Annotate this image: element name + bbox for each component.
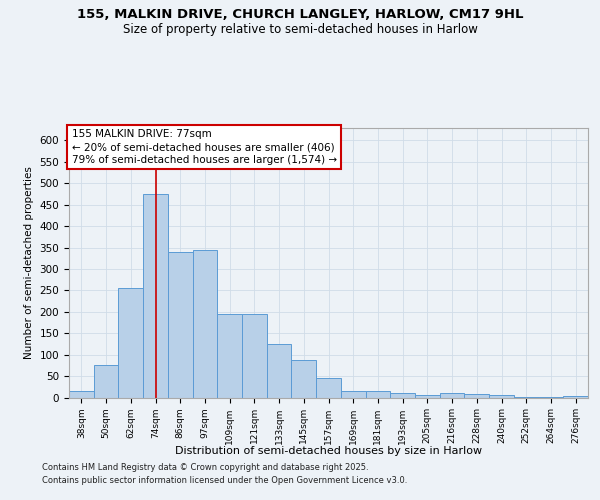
Text: Contains public sector information licensed under the Open Government Licence v3: Contains public sector information licen… bbox=[42, 476, 407, 485]
Bar bbox=[440, 393, 464, 398]
Bar bbox=[267, 344, 292, 398]
Bar bbox=[390, 393, 415, 398]
Bar bbox=[242, 314, 267, 398]
Text: 155, MALKIN DRIVE, CHURCH LANGLEY, HARLOW, CM17 9HL: 155, MALKIN DRIVE, CHURCH LANGLEY, HARLO… bbox=[77, 8, 523, 20]
Text: Size of property relative to semi-detached houses in Harlow: Size of property relative to semi-detach… bbox=[122, 22, 478, 36]
Bar bbox=[563, 396, 588, 398]
Bar bbox=[217, 314, 242, 398]
Bar bbox=[464, 394, 489, 398]
Bar bbox=[118, 288, 143, 398]
Bar bbox=[69, 391, 94, 398]
Bar bbox=[168, 252, 193, 398]
Bar bbox=[193, 250, 217, 398]
Bar bbox=[316, 378, 341, 398]
Text: 155 MALKIN DRIVE: 77sqm
← 20% of semi-detached houses are smaller (406)
79% of s: 155 MALKIN DRIVE: 77sqm ← 20% of semi-de… bbox=[71, 129, 337, 165]
Bar bbox=[514, 396, 539, 398]
Y-axis label: Number of semi-detached properties: Number of semi-detached properties bbox=[24, 166, 34, 359]
Bar bbox=[489, 396, 514, 398]
Text: Contains HM Land Registry data © Crown copyright and database right 2025.: Contains HM Land Registry data © Crown c… bbox=[42, 462, 368, 471]
Bar bbox=[341, 391, 365, 398]
Bar bbox=[94, 366, 118, 398]
Bar bbox=[292, 360, 316, 398]
X-axis label: Distribution of semi-detached houses by size in Harlow: Distribution of semi-detached houses by … bbox=[175, 446, 482, 456]
Bar bbox=[415, 395, 440, 398]
Bar bbox=[143, 194, 168, 398]
Bar bbox=[365, 391, 390, 398]
